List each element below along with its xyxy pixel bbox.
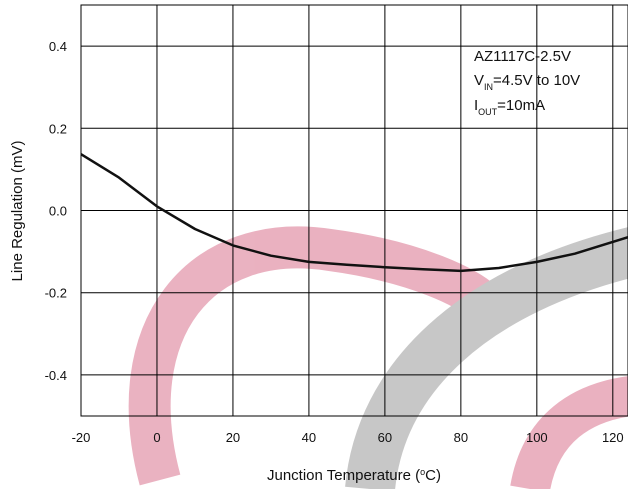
watermark	[128, 226, 628, 494]
annotation-vin: VIN=4.5V to 10V	[474, 72, 580, 92]
x-label-superscript: o	[420, 467, 425, 477]
y-tick-label: 0.2	[49, 121, 67, 136]
x-tick-label: 100	[526, 430, 548, 445]
x-tick-label: 20	[226, 430, 240, 445]
annotation-text: I	[474, 97, 478, 114]
x-tick-label: 80	[454, 430, 468, 445]
y-tick-label: 0.0	[49, 204, 67, 219]
annotation-subscript: IN	[484, 82, 493, 92]
plot-frame	[80, 4, 628, 417]
x-tick-label: -20	[72, 430, 91, 445]
x-label-text: Junction Temperature (	[267, 467, 420, 484]
data-line	[80, 153, 628, 273]
y-tick-label: -0.4	[45, 368, 67, 383]
annotation-device: AZ1117C-2.5V	[474, 48, 571, 65]
annotation-text: V	[474, 72, 484, 89]
x-tick-label: 40	[302, 430, 316, 445]
x-label-text: C)	[425, 467, 441, 484]
x-axis-label: Junction Temperature (oC)	[267, 467, 441, 484]
annotation-iout: IOUT=10mA	[474, 97, 545, 117]
x-tick-label: 0	[153, 430, 160, 445]
x-tick-label: 120	[602, 430, 624, 445]
annotation-text: =10mA	[497, 97, 545, 114]
y-tick-label: -0.2	[45, 286, 67, 301]
y-axis-label: Line Regulation (mV)	[9, 141, 26, 282]
annotation-text: =4.5V to 10V	[493, 72, 580, 89]
x-tick-label: 60	[378, 430, 392, 445]
annotation-subscript: OUT	[478, 107, 498, 117]
y-tick-label: 0.4	[49, 39, 67, 54]
